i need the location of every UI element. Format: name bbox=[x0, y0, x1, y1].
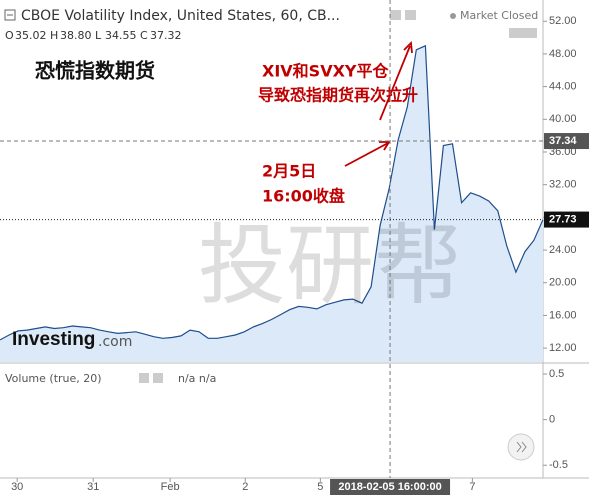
volume-icon[interactable] bbox=[139, 373, 149, 383]
close-icon[interactable] bbox=[405, 10, 416, 20]
ohlc-value: 37.32 bbox=[150, 29, 182, 42]
y-tick-label: 40.00 bbox=[549, 113, 577, 125]
annotation: XIV和SVXY平仓 bbox=[262, 62, 390, 81]
area-fill bbox=[0, 45, 543, 363]
x-tick-label: 7 bbox=[469, 481, 475, 493]
crosshair-x-label: 2018-02-05 16:00:00 bbox=[338, 481, 441, 493]
x-tick-label: 2 bbox=[242, 481, 248, 493]
crosshair-y-label: 37.34 bbox=[549, 135, 577, 147]
x-tick-label: 5 bbox=[317, 481, 323, 493]
collapse-icon[interactable] bbox=[4, 9, 16, 21]
y2-tick-label: 0.5 bbox=[549, 368, 564, 380]
y-tick-label: 12.00 bbox=[549, 342, 577, 354]
annotation: 2月5日 bbox=[262, 162, 316, 181]
y-tick-label: 44.00 bbox=[549, 81, 577, 93]
crosshair-y-badge bbox=[544, 133, 589, 150]
y-tick-label: 48.00 bbox=[549, 48, 577, 60]
ohlc-value: 38.80 bbox=[60, 29, 92, 42]
ohlc-label: O bbox=[5, 29, 14, 42]
arrow bbox=[379, 41, 413, 121]
ohlc-value: 35.02 bbox=[15, 29, 47, 42]
crosshair-x-badge bbox=[330, 479, 451, 495]
y-tick-label: 32.00 bbox=[549, 179, 577, 191]
watermark: 投研帮 bbox=[198, 214, 462, 317]
logo-brand: Investing bbox=[12, 329, 95, 350]
volume-readout: n/a n/a bbox=[178, 372, 216, 385]
last-value-label: 27.73 bbox=[549, 213, 577, 225]
ohlc-label: L bbox=[95, 29, 102, 42]
ohlc-value: 34.55 bbox=[105, 29, 137, 42]
toolbar-icons[interactable] bbox=[509, 28, 537, 38]
header-title: CBOE Volatility Index, United States, 60… bbox=[21, 8, 340, 24]
x-tick-label: 31 bbox=[87, 481, 99, 493]
arrow bbox=[344, 141, 391, 167]
x-tick-label: 30 bbox=[11, 481, 23, 493]
scroll-icon bbox=[516, 441, 527, 453]
market-status: Market Closed bbox=[460, 9, 538, 22]
price-line bbox=[0, 44, 544, 341]
y-tick-label: 24.00 bbox=[549, 244, 577, 256]
y-tick-label: 16.00 bbox=[549, 309, 577, 321]
volume-title: Volume (true, 20) bbox=[5, 372, 102, 385]
ohlc-label: C bbox=[140, 29, 148, 42]
y2-tick-label: 0 bbox=[549, 414, 555, 426]
last-value-badge bbox=[544, 211, 589, 228]
logo-suffix: .com bbox=[98, 334, 132, 350]
annotation: 16:00收盘 bbox=[262, 187, 345, 206]
status-dot bbox=[450, 13, 456, 19]
chart-title: 恐慌指数期货 bbox=[35, 59, 155, 83]
x-tick-label: Feb bbox=[161, 481, 180, 493]
y-tick-label: 52.00 bbox=[549, 15, 577, 27]
y2-tick-label: -0.5 bbox=[549, 459, 568, 471]
ohlc-label: H bbox=[50, 29, 58, 42]
y-tick-label: 20.00 bbox=[549, 277, 577, 289]
annotation: 导致恐指期货再次拉升 bbox=[258, 86, 418, 105]
settings-icon[interactable] bbox=[390, 10, 401, 20]
volume-icon[interactable] bbox=[153, 373, 163, 383]
